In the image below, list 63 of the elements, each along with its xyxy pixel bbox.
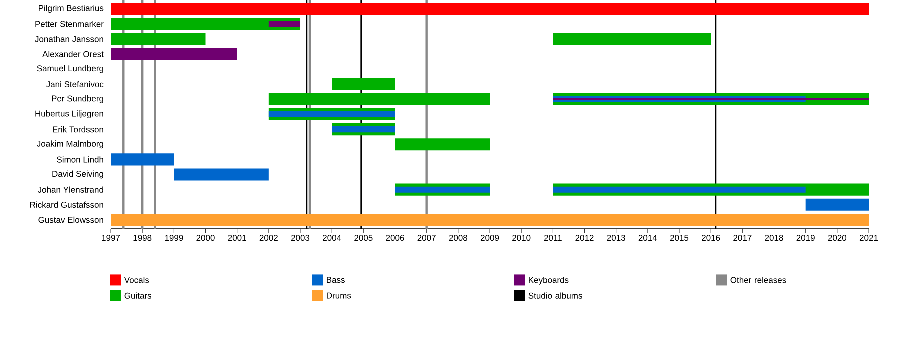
bar [806,198,870,211]
bar [332,126,396,133]
x-tick-label: 1997 [102,235,120,242]
bar [111,33,206,46]
bar [395,138,490,151]
x-tick-label: 2019 [796,235,815,242]
y-tick-label: David Seiving [52,170,104,179]
bar [332,78,396,90]
bar [268,111,396,118]
bar [111,18,301,30]
y-tick-label: Jani Stefanivoc [46,81,104,88]
x-tick-label: 2012 [576,235,594,242]
y-tick-label: Erik Tordsson [53,126,104,133]
y-tick-label: Simon Lindh [57,156,104,163]
x-tick-label: 2020 [828,235,847,242]
x-tick-label: 2002 [260,235,278,242]
x-tick-label: 2021 [860,235,878,242]
x-tick-label: 2010 [512,235,531,242]
y-tick-label: Rickard Gustafsson [30,202,104,208]
x-tick-label: 2018 [765,235,784,242]
y-tick-label: Pilgrim Bestiarius [39,5,104,14]
x-tick-label: 2000 [196,235,215,242]
legend-label: Keyboards [529,276,569,285]
bar [553,186,806,193]
y-tick-label: Samuel Lundberg [37,65,104,74]
x-tick-label: 2015 [670,235,689,242]
bar [111,3,870,16]
legend-label: Guitars [124,292,152,299]
bar [553,33,712,46]
x-tick-label: 2011 [544,235,562,242]
x-tick-label: 2001 [228,235,246,242]
y-tick-label: Alexander Orest [42,51,104,58]
x-tick-label: 2014 [638,235,658,242]
x-tick-label: 2004 [323,235,342,242]
x-tick-label: 1999 [165,235,184,242]
x-tick-label: 2013 [607,235,626,242]
x-tick-label: 2016 [702,235,720,242]
x-tick-label: 2005 [354,235,373,242]
x-tick-label: 2003 [291,235,310,242]
x-tick-label: 1998 [134,235,152,242]
legend-label: Drums [327,292,352,299]
bar [111,154,174,166]
y-tick-label: Hubertus Liljegren [36,110,104,118]
y-tick-label: Joakim Malmborg [37,140,104,149]
x-tick-label: 2007 [418,235,436,242]
bar [111,214,870,226]
y-tick-label: Johan Ylenstrand [38,186,104,193]
y-tick-label: Per Sundberg [52,95,104,104]
x-tick-label: 2008 [449,235,468,242]
y-tick-label: Petter Stenmarker [36,20,104,28]
bar [174,168,269,181]
x-tick-label: 2006 [386,235,404,242]
x-tick-label: 2009 [480,235,500,242]
bar [395,186,490,193]
legend-label: Other releases [730,276,786,284]
legend-label: Studio albums [528,292,582,299]
legend-label: Bass [327,277,345,284]
x-tick-label: 2017 [734,235,752,242]
bar [111,48,238,60]
y-tick-label: Jonathan Jansson [35,36,104,42]
y-tick-label: Gustav Elowsson [38,216,104,224]
bar [268,93,490,106]
legend-label: Vocals [124,276,150,284]
